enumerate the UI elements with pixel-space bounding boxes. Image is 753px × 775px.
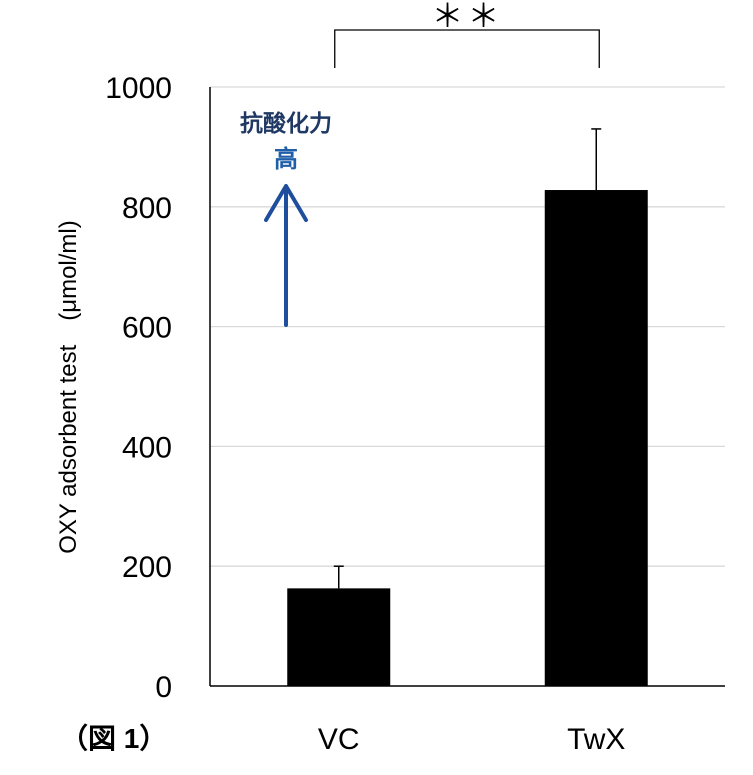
arrow-head (264, 184, 308, 222)
category-label-twx: TwX (567, 723, 625, 756)
annotation-text-high: 高 (274, 145, 298, 173)
category-label-vc: VC (318, 723, 360, 756)
y-tick-label: 600 (122, 312, 172, 345)
y-tick-label: 0 (155, 671, 172, 704)
category-labels: VC TwX (318, 723, 626, 756)
annotation-text-antioxidant: 抗酸化力 (240, 110, 332, 136)
axes (209, 87, 725, 687)
arrow-up-icon (264, 184, 308, 327)
y-tick-labels: 0 200 400 600 800 1000 (105, 72, 172, 704)
significance-bracket: ＊＊ (334, 0, 600, 68)
y-tick-label: 800 (122, 192, 172, 225)
y-tick-label: 200 (122, 551, 172, 584)
y-tick-label: 400 (122, 431, 172, 464)
bars (287, 128, 648, 686)
bar-vc (287, 588, 391, 686)
significance-bracket-line (334, 29, 600, 68)
y-axis-label: OXY adsorbent test (μmol/ml) (55, 220, 82, 554)
y-tick-label: 1000 (105, 72, 172, 105)
annotation: 抗酸化力 高 (240, 110, 332, 327)
significance-label: ＊＊ (431, 0, 503, 34)
figure-label: （図 1） (60, 722, 167, 754)
bar-twx (544, 190, 648, 686)
